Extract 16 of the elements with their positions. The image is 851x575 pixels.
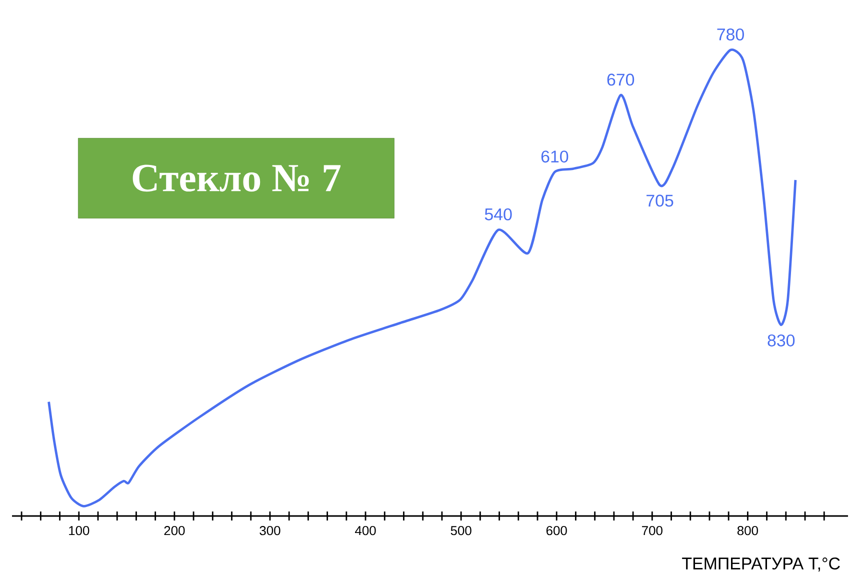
- annotation: 610: [541, 150, 568, 163]
- annotation: 830: [768, 334, 795, 346]
- x-tick-label: 700: [642, 526, 662, 536]
- x-tick-label: 500: [450, 526, 472, 536]
- x-axis-title: ТЕМПЕРАТУРА Т,°С: [682, 558, 840, 572]
- annotation: 540: [484, 208, 512, 220]
- annotation: 705: [646, 194, 674, 207]
- x-tick-label: 200: [164, 526, 185, 536]
- annotation: 670: [607, 74, 634, 86]
- x-tick-label: 300: [260, 526, 280, 536]
- x-tick-label: 400: [355, 526, 376, 536]
- text: Стекло № 7: [132, 164, 341, 192]
- x-tick-label: 600: [546, 526, 567, 536]
- x-tick-label: 800: [737, 526, 758, 536]
- annotation: 780: [717, 28, 744, 40]
- x-tick-label: 100: [69, 526, 90, 536]
